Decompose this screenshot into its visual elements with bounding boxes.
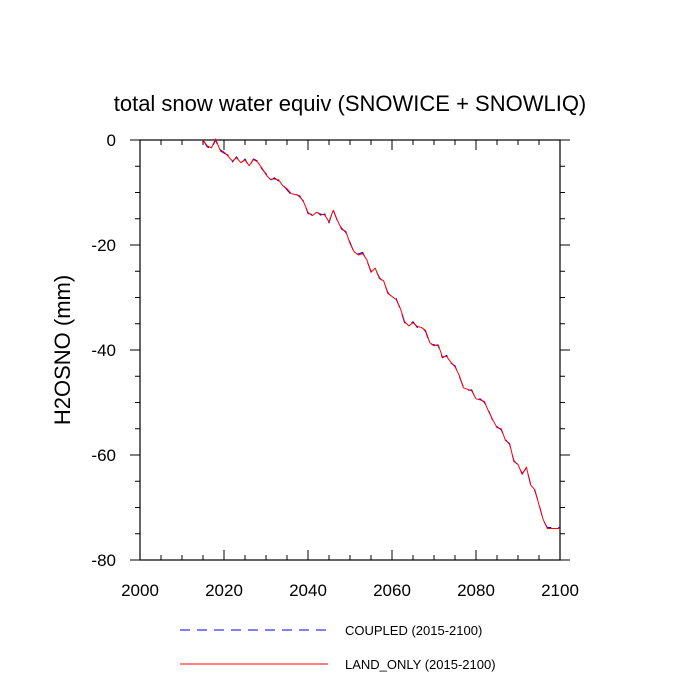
y-axis-label: H2OSNO (mm) [50, 275, 75, 425]
x-tick-label: 2000 [121, 581, 159, 600]
legend-label-2: LAND_ONLY (2015-2100) [345, 657, 496, 672]
chart-title: total snow water equiv (SNOWICE + SNOWLI… [114, 91, 587, 116]
legend: COUPLED (2015-2100) LAND_ONLY (2015-2100) [180, 623, 496, 672]
series-line-2 [202, 138, 560, 529]
y-tick-label: -80 [91, 551, 116, 570]
x-tick-label: 2040 [289, 581, 327, 600]
y-tick-label: -60 [91, 446, 116, 465]
x-tick-label: 2020 [205, 581, 243, 600]
x-tick-label: 2060 [373, 581, 411, 600]
y-tick-label: -40 [91, 341, 116, 360]
y-tick-label: 0 [107, 131, 116, 150]
plot-area: 2000 2020 2040 2060 2080 2100 0 -20 -40 -60 -80 [91, 131, 578, 600]
plot-frame [139, 139, 561, 561]
x-tick-label: 2080 [457, 581, 495, 600]
x-tick-label: 2100 [541, 581, 579, 600]
series-line-1 [202, 139, 560, 528]
y-tick-label: -20 [91, 236, 116, 255]
legend-label-1: COUPLED (2015-2100) [345, 623, 482, 638]
